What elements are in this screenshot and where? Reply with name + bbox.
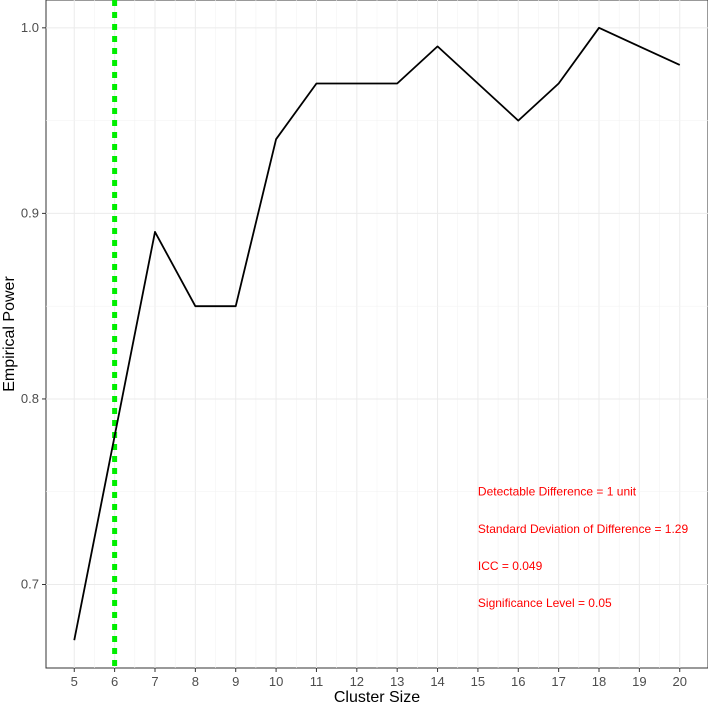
y-tick-label: 1.0	[21, 20, 39, 35]
y-axis-title: Empirical Power	[1, 276, 18, 392]
y-tick-label: 0.7	[21, 577, 39, 592]
x-tick-label: 19	[632, 674, 646, 689]
series-line-layer	[73, 26, 681, 641]
x-tick-label: 18	[592, 674, 606, 689]
gridlines	[46, 0, 708, 668]
x-tick-label: 10	[269, 674, 283, 689]
y-axis: 0.7 0.8 0.9 1.0	[21, 20, 46, 592]
x-tick-label: 9	[232, 674, 239, 689]
annotation-text: Detectable Difference = 1 unit	[478, 485, 637, 499]
series-line	[73, 26, 681, 641]
x-tick-label: 15	[471, 674, 485, 689]
x-axis-title: Cluster Size	[334, 689, 420, 705]
x-tick-label: 12	[350, 674, 364, 689]
x-tick-label: 8	[192, 674, 199, 689]
x-tick-label: 5	[71, 674, 78, 689]
annotation-text: Standard Deviation of Difference = 1.29	[478, 522, 689, 536]
x-tick-label: 7	[151, 674, 158, 689]
annotation-text: ICC = 0.049	[478, 559, 543, 573]
annotations: Detectable Difference = 1 unit Standard D…	[478, 485, 689, 610]
annotation-text: Significance Level = 0.05	[478, 596, 612, 610]
x-tick-label: 20	[673, 674, 687, 689]
x-tick-label: 16	[511, 674, 525, 689]
x-tick-label: 13	[390, 674, 404, 689]
x-tick-label: 14	[430, 674, 444, 689]
y-tick-label: 0.8	[21, 391, 39, 406]
y-tick-label: 0.9	[21, 205, 39, 220]
x-tick-label: 6	[111, 674, 118, 689]
x-tick-label: 11	[310, 674, 324, 689]
x-tick-label: 17	[551, 674, 565, 689]
x-axis: 5 6 7 8 9 10 11 12 13 14 15 16 17 18 19 20	[71, 668, 687, 689]
